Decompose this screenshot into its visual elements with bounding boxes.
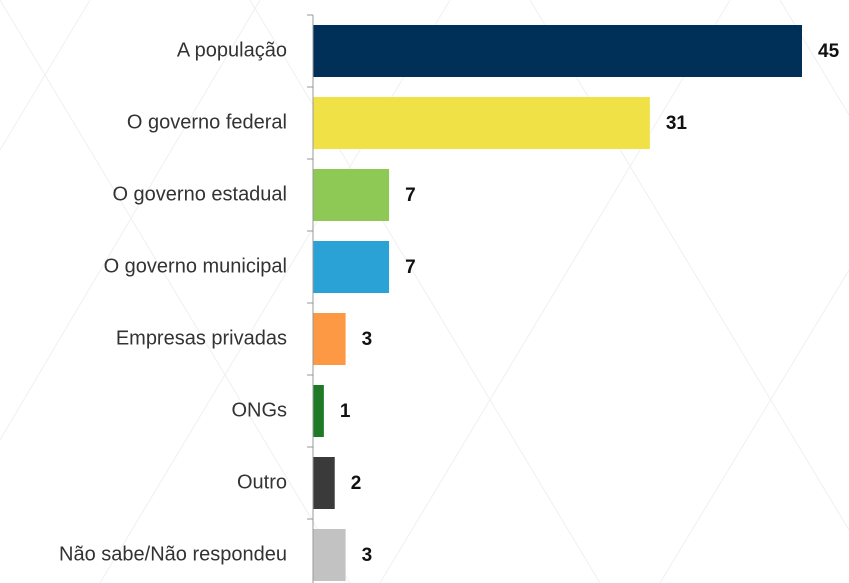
value-label: 3 — [362, 329, 373, 350]
value-label: 2 — [351, 473, 362, 494]
category-label: O governo municipal — [104, 255, 287, 277]
bar — [313, 241, 390, 293]
bar — [313, 529, 346, 581]
bar — [313, 169, 390, 221]
category-label: O governo federal — [127, 111, 287, 133]
category-label: Empresas privadas — [116, 327, 287, 349]
bar — [313, 313, 346, 365]
value-label: 1 — [340, 401, 351, 422]
bar — [313, 385, 324, 437]
value-label: 3 — [362, 545, 373, 566]
bar — [313, 457, 335, 509]
value-label: 7 — [405, 257, 416, 278]
value-label: 45 — [818, 41, 840, 62]
value-label: 31 — [666, 113, 688, 134]
category-label: Não sabe/Não respondeu — [59, 543, 287, 565]
bar — [313, 25, 802, 77]
category-label: O governo estadual — [112, 183, 287, 205]
category-label: Outro — [237, 471, 287, 493]
bar — [313, 97, 650, 149]
category-label: ONGs — [231, 399, 287, 421]
category-label: A população — [177, 39, 287, 61]
value-label: 7 — [405, 185, 416, 206]
